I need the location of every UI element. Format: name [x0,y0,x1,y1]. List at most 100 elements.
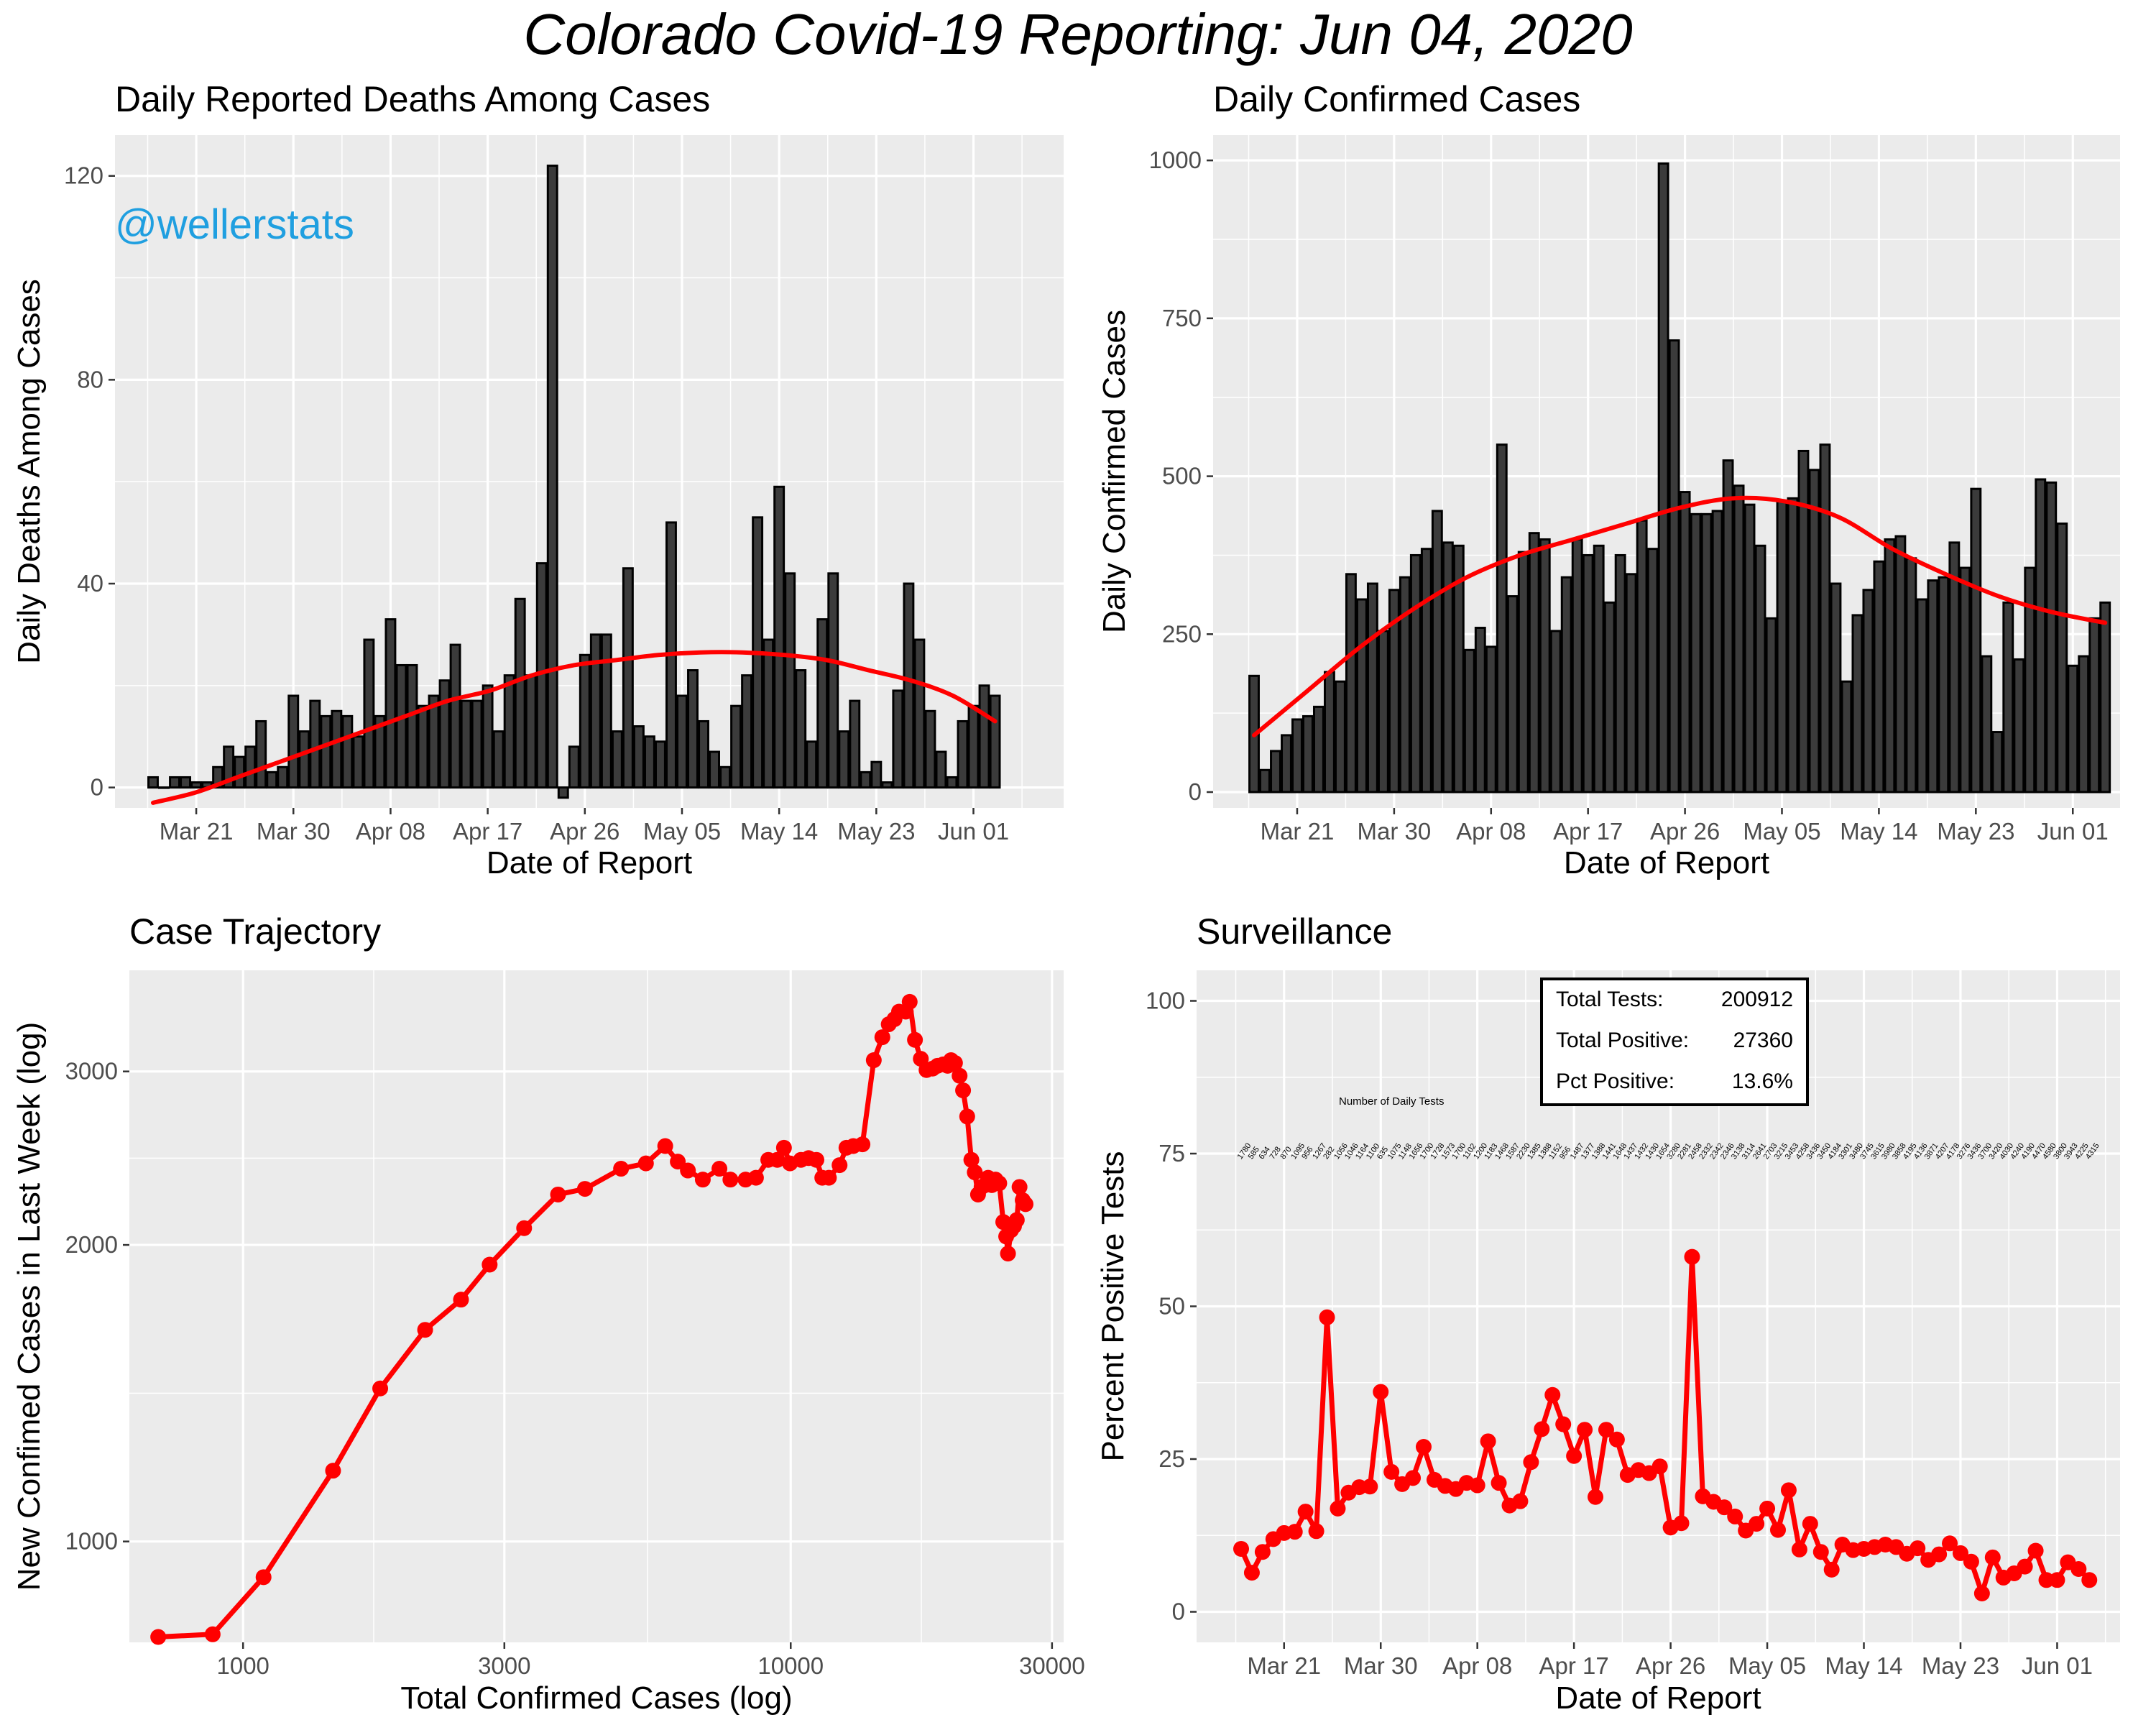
surveillance-point [1512,1493,1529,1509]
deaths-bar [600,633,612,789]
cases-bar [1700,512,1713,794]
cases-panel: Mar 21 Mar 30 Apr 08 Apr 17 Apr 26 May 05 May … [1097,79,2122,880]
trajectory-point [1000,1246,1016,1262]
deaths-bar [169,776,180,789]
trajectory-point [1008,1212,1025,1228]
trajectory-point [865,1052,882,1069]
surveillance-point [1759,1500,1776,1517]
surveillance-point [1491,1475,1507,1491]
surveillance-point [1973,1586,1990,1601]
deaths-bar [384,618,397,789]
cases-bar [1927,579,1939,794]
surveillance-point [1823,1561,1840,1578]
deaths-x-tick-label: Jun 01 [938,818,1009,845]
cases-bar [1506,595,1519,794]
deaths-bar [589,633,602,789]
surveillance-point [1523,1454,1539,1471]
cases-bar [2024,566,2036,794]
deaths-bar [309,699,321,789]
cases-bar [1851,614,1864,794]
cases-bar [1323,671,1335,794]
surveillance-point [1791,1541,1807,1558]
surveillance-legend: Total Tests: 200912 Total Positive: 27360 Pc… [1540,978,1809,1106]
surveillance-legend-label: Total Positive: [1556,1029,1689,1052]
trajectory-y-tick-label: 2000 [65,1231,118,1258]
surveillance-point [1544,1386,1561,1403]
deaths-bar [406,663,418,789]
cases-bar [1582,553,1594,794]
surveillance-point [1812,1544,1829,1560]
deaths-bar [838,730,850,789]
cases-x-tick-label: Mar 21 [1261,818,1335,845]
trajectory-x-tick-label: 1000 [216,1652,269,1679]
cases-bar [1366,582,1378,794]
deaths-bar [611,730,623,789]
cases-bar [1808,469,1820,794]
cases-bar [1938,576,1950,794]
cases-bar [2002,601,2014,794]
surveillance-point [1651,1458,1668,1475]
deaths-bar [795,669,807,789]
deaths-bar [881,781,893,789]
trajectory-title: Case Trajectory [129,911,381,952]
cases-x-tick-label: May 05 [1743,818,1820,845]
deaths-bar [438,679,451,789]
deaths-bar [849,699,861,789]
cases-bar [1377,630,1389,794]
trajectory-point [550,1186,566,1202]
deaths-bar [827,572,839,789]
deaths-bar [622,567,634,789]
surveillance-x-tick-label: May 23 [1922,1652,1999,1679]
cases-y-tick-label: 750 [1162,305,1202,331]
deaths-bar [417,704,429,789]
cases-y-tick-label: 250 [1162,620,1202,647]
deaths-bar [654,740,666,789]
trajectory-point [901,993,918,1010]
cases-y-tick-label: 0 [1189,778,1202,805]
surveillance-point [1233,1540,1249,1557]
cases-bar [1270,750,1281,794]
cases-bar [1593,544,1605,794]
cases-bar [1409,553,1422,794]
cases-bar [1905,557,1917,794]
surveillance-point [2017,1558,2033,1575]
deaths-bar [709,750,720,789]
deaths-x-tick-label: May 23 [837,818,915,845]
deaths-bar [870,760,883,789]
surveillance-x-tick-label: May 05 [1728,1652,1806,1679]
surveillance-legend-label: Total Tests: [1556,988,1664,1011]
cases-bar [1345,573,1357,794]
deaths-bar [579,653,591,789]
surveillance-x-tick-label: Apr 17 [1539,1652,1609,1679]
deaths-x-axis-label: Date of Report [487,845,692,880]
deaths-bar [277,765,289,789]
surveillance-point [1608,1431,1625,1448]
deaths-bar [568,745,580,789]
cases-bar [1668,339,1680,794]
cases-bar [1862,589,1874,794]
cases-bar [1281,734,1292,794]
deaths-title: Daily Reported Deaths Among Cases [115,79,710,119]
deaths-x-tick-label: May 05 [643,818,721,845]
deaths-bar [698,719,709,789]
cases-bar [1302,715,1314,794]
cases-bar [1679,491,1691,794]
trajectory-point [325,1463,341,1479]
surveillance-point [1984,1549,2001,1565]
surveillance-point [1802,1516,1818,1532]
cases-bar [1948,541,1961,794]
trajectory-point [711,1161,728,1177]
cases-bar [1690,512,1702,794]
deaths-bar [913,638,926,789]
deaths-bar [676,694,688,789]
deaths-bar [460,699,472,789]
deaths-bar [719,765,732,789]
surveillance-point [2081,1572,2098,1588]
surveillance-point [1319,1309,1335,1325]
trajectory-point [1018,1196,1034,1213]
deaths-x-tick-label: Mar 21 [160,818,234,845]
trajectory-point [576,1181,593,1197]
cases-bar [1711,510,1723,794]
cases-bar [1539,538,1551,794]
